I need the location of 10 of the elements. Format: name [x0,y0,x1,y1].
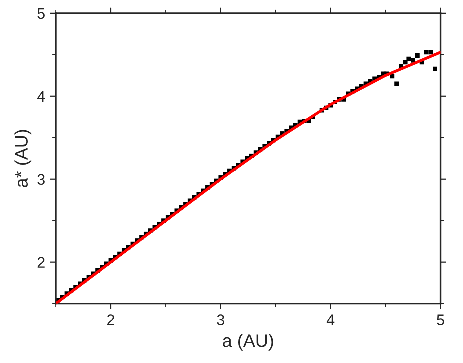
x-tick-label: 5 [437,314,444,326]
x-tick-label: 2 [108,314,114,326]
y-tick-label: 4 [37,91,46,102]
x-tick-label: 4 [326,314,335,326]
y-axis-title: a* (AU) [14,130,32,188]
y-tick-label: 5 [38,8,45,20]
x-axis-title: a (AU) [223,334,274,351]
y-tick-label: 2 [38,257,45,268]
x-tick-label: 3 [217,314,224,326]
y-tick-label: 3 [38,174,45,186]
